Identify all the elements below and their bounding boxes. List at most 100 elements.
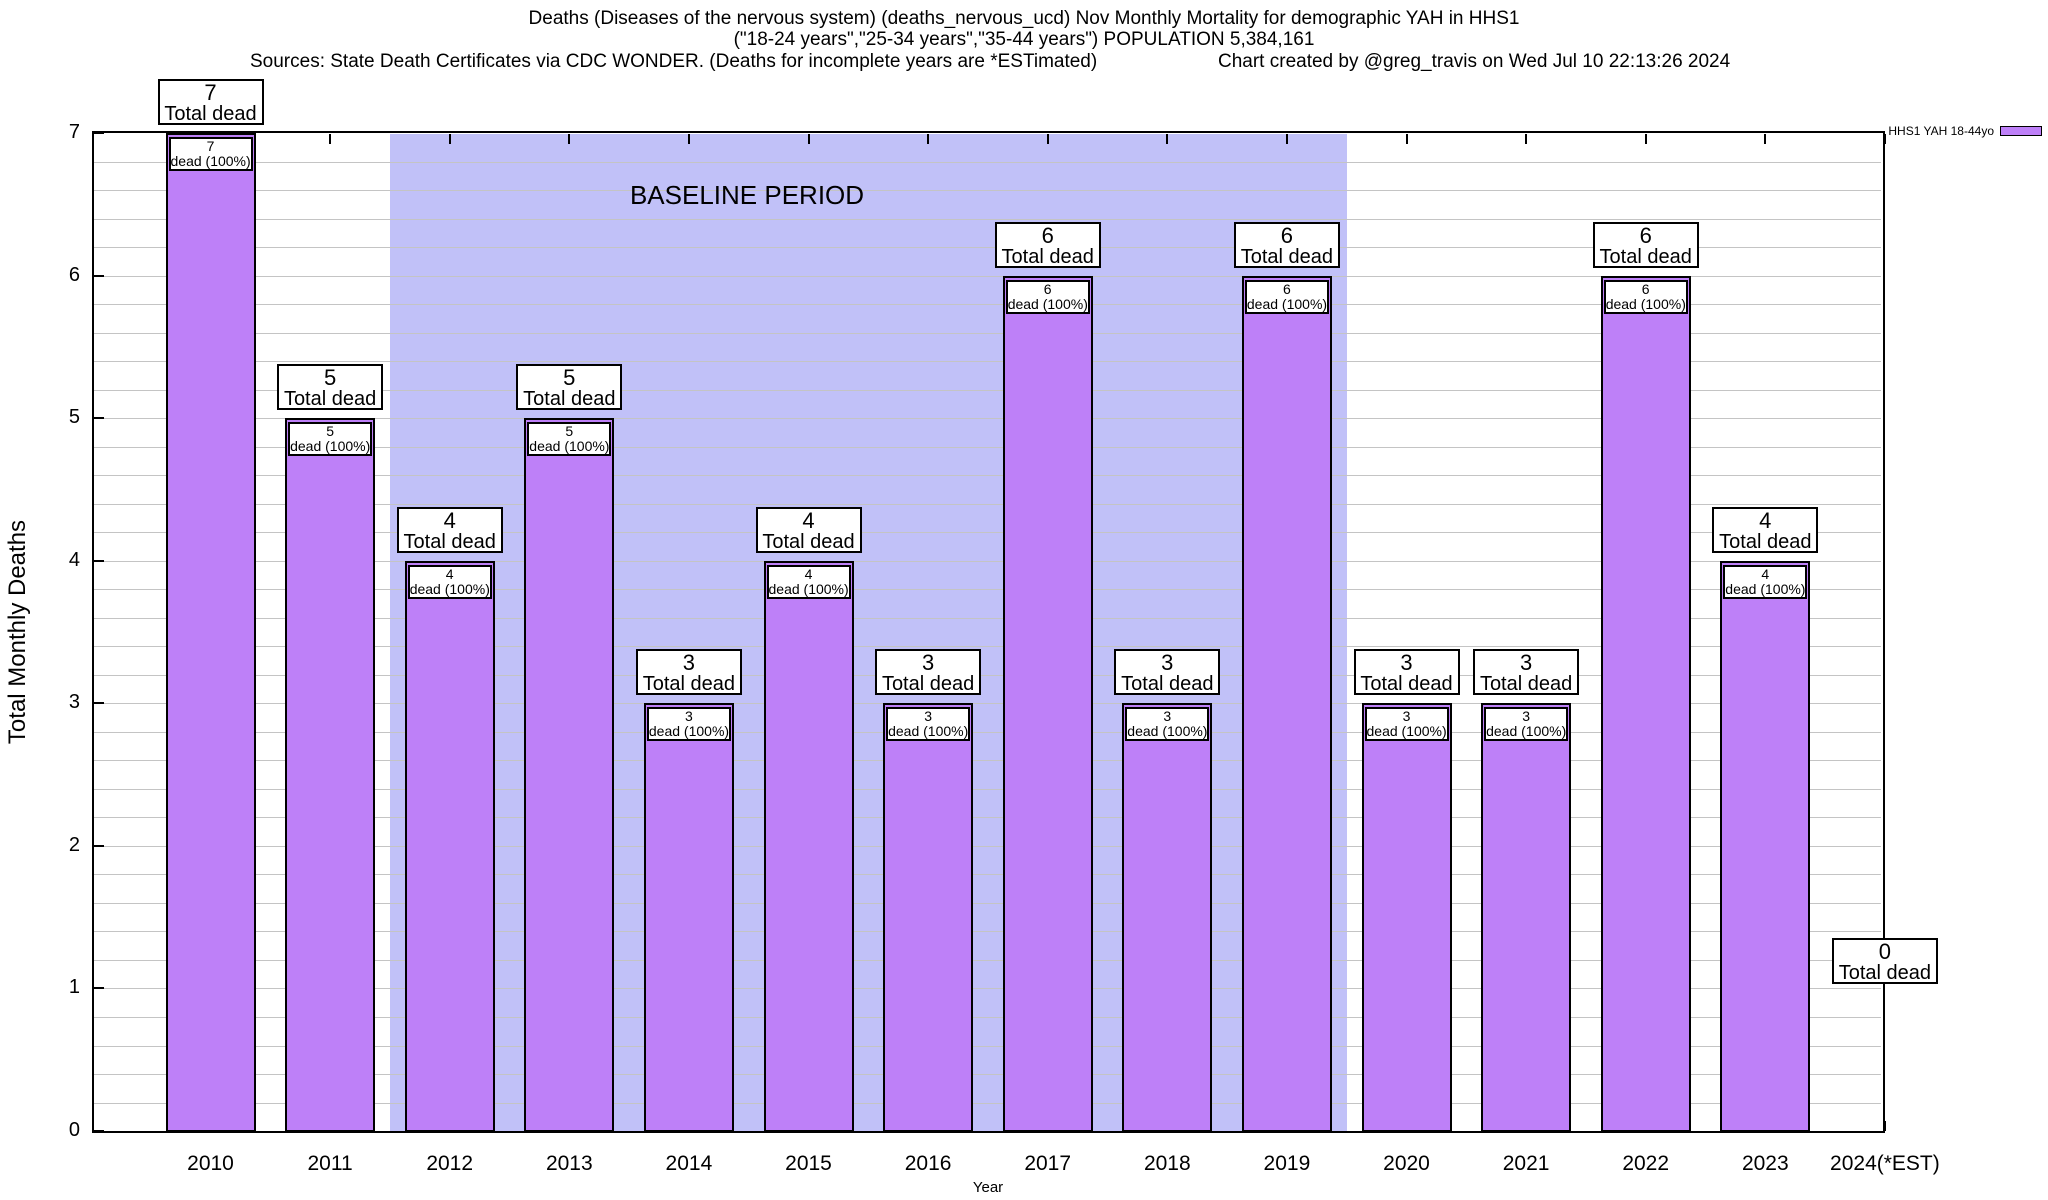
bar-total-label-2018: 3 Total dead — [1114, 649, 1221, 696]
bar-inner-value-2011: 5 — [326, 423, 334, 440]
bar-inner-label-2018: 3 dead (100%) — [1125, 707, 1210, 742]
y-tick — [94, 1130, 104, 1132]
bar-inner-value-2013: 5 — [565, 423, 574, 440]
gridline — [94, 275, 1881, 277]
gridline — [94, 1102, 1881, 1104]
bar-total-value-2018: 3 — [1161, 650, 1174, 676]
bar-2021 — [1481, 703, 1572, 1132]
gridline — [94, 931, 1881, 933]
x-tick-label-2019: 2019 — [1263, 1152, 1311, 1175]
bar-total-caption-2014: Total dead — [642, 673, 736, 696]
y-tick — [94, 844, 104, 847]
gridline — [94, 845, 1881, 847]
gridline — [94, 304, 1881, 306]
x-tick-label-2015: 2015 — [785, 1152, 832, 1175]
bar-2015 — [763, 560, 854, 1132]
bar-total-value-2023: 4 — [1759, 507, 1772, 533]
bar-2014 — [643, 703, 734, 1132]
y-tick — [94, 417, 104, 420]
x-tick-top — [927, 134, 930, 144]
x-tick-top — [1883, 134, 1886, 144]
bar-inner-caption-2017: dead (100%) — [1007, 295, 1088, 312]
plot-area — [92, 131, 1885, 1133]
bar-inner-label-2023: 4 dead (100%) — [1723, 564, 1808, 599]
x-tick-top — [1525, 134, 1528, 144]
bar-total-value-2016: 3 — [921, 650, 935, 676]
x-tick-top — [1764, 134, 1767, 144]
bar-inner-value-2017: 6 — [1043, 280, 1052, 297]
bar-inner-value-2010: 7 — [206, 138, 215, 154]
bar-total-label-2015: 4 Total dead — [755, 506, 862, 553]
y-tick-label-5: 5 — [68, 406, 80, 429]
x-tick-top — [687, 134, 690, 144]
gridline — [94, 817, 1881, 819]
bar-inner-label-2015: 4 dead (100%) — [766, 564, 851, 599]
gridline — [94, 703, 1881, 705]
gridline — [94, 418, 1881, 420]
legend-series-label: HHS1 YAH 18-44yo — [1888, 124, 1994, 138]
bar-inner-label-2020: 3 dead (100%) — [1364, 707, 1449, 742]
gridline — [94, 589, 1881, 591]
bar-total-value-2015: 4 — [802, 507, 815, 533]
bar-inner-value-2019: 6 — [1282, 280, 1291, 297]
gridline — [94, 161, 1881, 163]
bar-inner-label-2011: 5 dead (100%) — [288, 422, 373, 457]
bar-total-label-2019: 6 Total dead — [1233, 221, 1340, 268]
x-tick-label-2013: 2013 — [545, 1152, 593, 1175]
bar-total-caption-2013: Total dead — [523, 388, 616, 411]
gridline — [94, 332, 1881, 334]
x-tick-label-2020: 2020 — [1383, 1152, 1430, 1175]
bar-inner-label-2022: 6 dead (100%) — [1603, 279, 1688, 314]
bar-inner-label-2019: 6 dead (100%) — [1244, 279, 1329, 314]
gridline — [94, 446, 1881, 448]
chart-title-line2: ("18-24 years","25-34 years","35-44 year… — [733, 29, 1315, 50]
gridline — [94, 988, 1881, 990]
y-tick — [94, 987, 104, 990]
bar-total-value-2021: 3 — [1519, 650, 1533, 676]
x-tick-top — [1166, 134, 1169, 144]
bar-inner-caption-2019: dead (100%) — [1246, 295, 1328, 312]
bar-total-caption-2020: Total dead — [1360, 673, 1453, 696]
bar-total-label-2014: 3 Total dead — [635, 649, 742, 696]
bar-total-value-2012: 4 — [443, 507, 456, 533]
bar-total-caption-2011: Total dead — [283, 388, 377, 411]
bar-inner-label-2017: 6 dead (100%) — [1005, 279, 1090, 314]
chart-sources-line: Sources: State Death Certificates via CD… — [250, 51, 1098, 72]
gridline — [94, 247, 1881, 249]
bar-total-value-2017: 6 — [1041, 222, 1054, 248]
gridline — [94, 959, 1881, 961]
x-tick-label-2018: 2018 — [1143, 1152, 1191, 1175]
x-tick-top — [1405, 134, 1408, 144]
x-tick-label-2010: 2010 — [187, 1152, 234, 1175]
bar-inner-value-2012: 4 — [445, 565, 454, 582]
gridline — [94, 475, 1881, 477]
bar-total-caption-2018: Total dead — [1121, 673, 1214, 696]
bar-total-value-2024(*EST): 0 — [1878, 939, 1892, 964]
legend: HHS1 YAH 18-44yo — [1888, 124, 2042, 138]
bar-inner-value-2016: 3 — [924, 708, 932, 725]
bar-inner-caption-2013: dead (100%) — [529, 438, 610, 455]
bar-inner-label-2014: 3 dead (100%) — [646, 707, 731, 742]
bar-inner-value-2022: 6 — [1641, 280, 1650, 297]
gridline — [94, 389, 1881, 391]
bar-inner-label-2021: 3 dead (100%) — [1484, 707, 1569, 742]
bar-inner-caption-2023: dead (100%) — [1725, 580, 1806, 597]
bar-inner-caption-2021: dead (100%) — [1486, 723, 1567, 740]
x-tick-label-2011: 2011 — [307, 1152, 353, 1175]
bar-inner-caption-2012: dead (100%) — [409, 580, 490, 597]
bar-total-caption-2019: Total dead — [1240, 245, 1334, 268]
x-tick-label-2016: 2016 — [904, 1152, 952, 1175]
chart-credit-line: Chart created by @greg_travis on Wed Jul… — [1218, 51, 1731, 72]
gridline — [94, 617, 1881, 619]
gridline — [94, 788, 1881, 790]
baseline-region-label: BASELINE PERIOD — [629, 180, 865, 210]
bar-total-caption-2023: Total dead — [1719, 530, 1812, 553]
bar-total-label-2010: 7 Total dead — [157, 79, 264, 125]
gridline — [94, 760, 1881, 762]
bar-2017 — [1002, 275, 1093, 1132]
x-tick-label-2014: 2014 — [665, 1152, 713, 1175]
gridline — [94, 674, 1881, 676]
bar-total-value-2011: 5 — [323, 365, 337, 391]
x-tick-label-2024(*EST): 2024(*EST) — [1830, 1152, 1940, 1175]
